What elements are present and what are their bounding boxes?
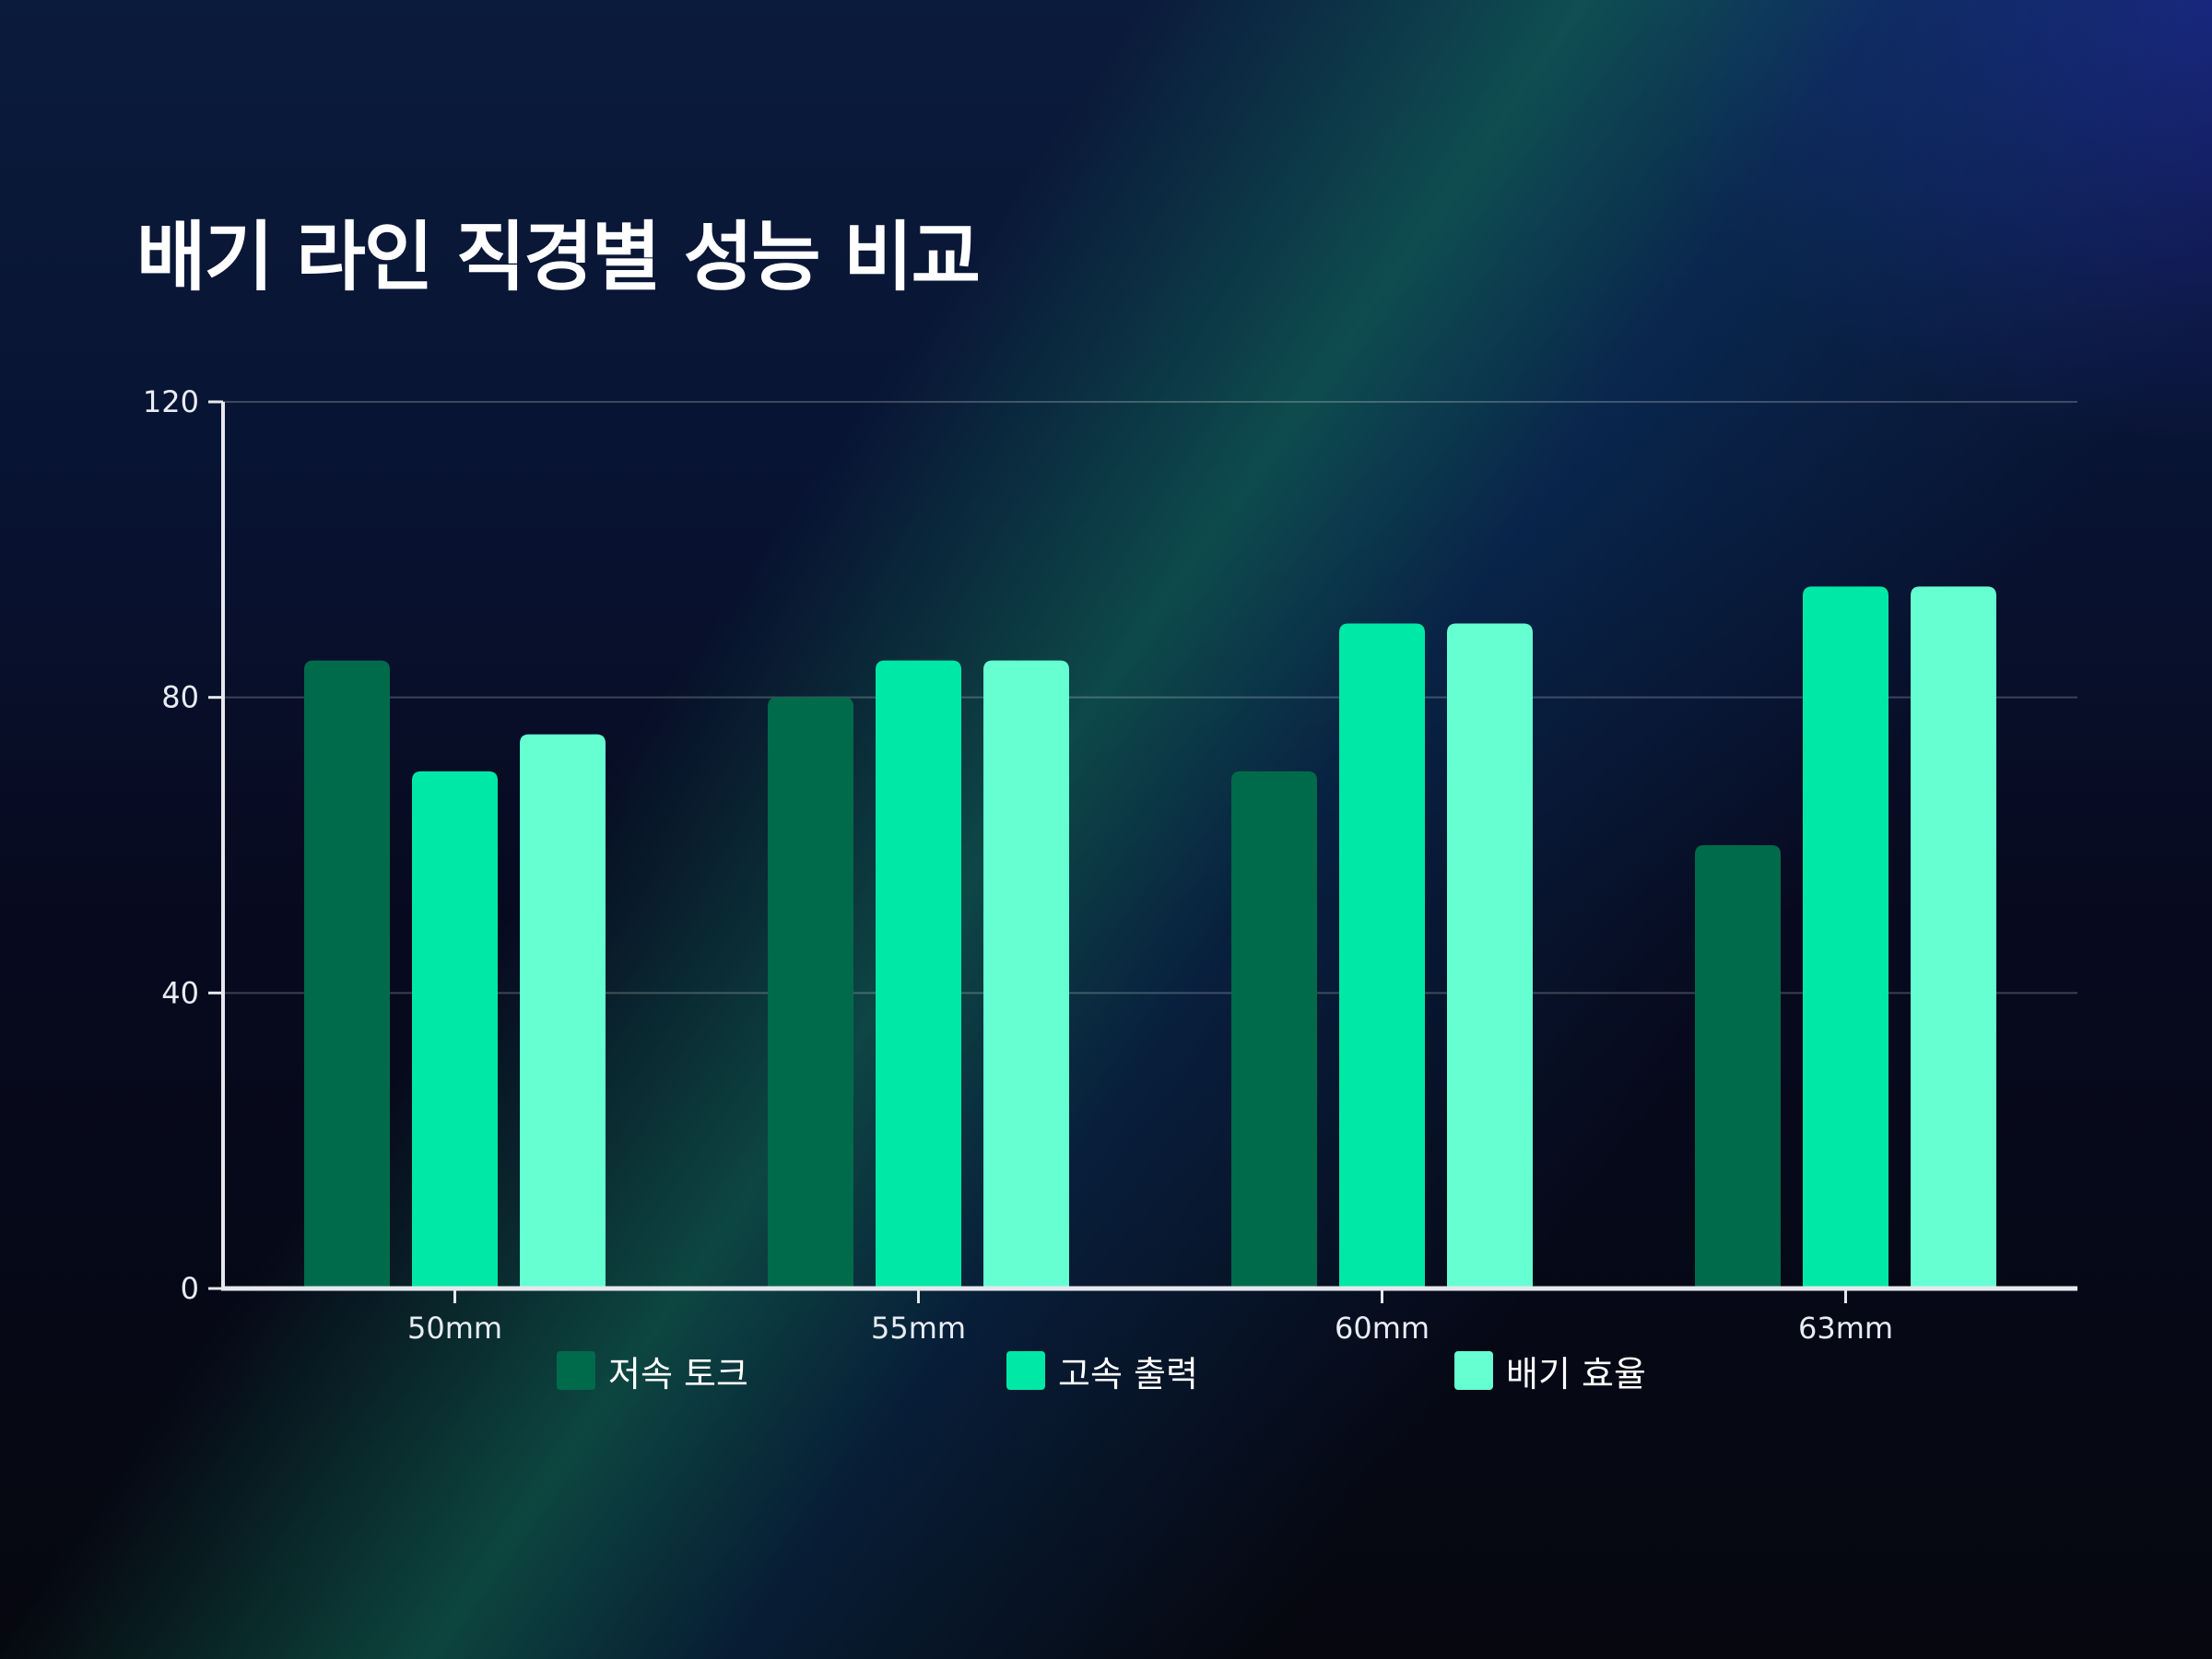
x-tick-label: 50mm <box>407 1311 502 1346</box>
gridlines <box>223 401 2077 994</box>
legend-item-high-output[interactable]: 고속 출력 <box>1006 1347 1198 1394</box>
bar <box>1911 586 1996 1288</box>
bar <box>1339 623 1425 1288</box>
axes <box>208 400 2077 1303</box>
bar <box>1695 845 1781 1288</box>
legend-label: 저속 토크 <box>608 1353 748 1394</box>
y-tick-label: 120 <box>143 384 199 419</box>
legend: 저속 토크 고속 출력 배기 효율 <box>0 1347 2212 1403</box>
bar <box>768 697 853 1288</box>
bar <box>876 660 961 1288</box>
bar <box>1231 771 1317 1288</box>
legend-swatch <box>557 1351 595 1390</box>
bar <box>412 771 498 1288</box>
legend-item-low-torque[interactable]: 저속 토크 <box>557 1347 748 1394</box>
tick-labels: 0 40 80 120 50mm 55mm 60mm 63mm <box>143 384 1893 1346</box>
y-tick-label: 0 <box>181 1271 199 1306</box>
x-tick-label: 63mm <box>1798 1311 1893 1346</box>
bar <box>304 660 390 1288</box>
x-tick-label: 55mm <box>871 1311 966 1346</box>
y-tick-label: 80 <box>161 680 199 715</box>
y-tick-label: 40 <box>161 975 199 1010</box>
x-tick-label: 60mm <box>1335 1311 1430 1346</box>
legend-label: 배기 효율 <box>1506 1353 1646 1394</box>
legend-label: 고속 출력 <box>1058 1353 1198 1394</box>
bar <box>1803 586 1888 1288</box>
bar <box>983 660 1069 1288</box>
bar <box>1447 623 1533 1288</box>
chart-title: 배기 라인 직경별 성능 비교 <box>136 214 981 301</box>
bars <box>304 586 1996 1288</box>
legend-swatch <box>1006 1351 1045 1390</box>
bar <box>520 734 606 1288</box>
legend-swatch <box>1454 1351 1493 1390</box>
legend-item-exhaust-efficiency[interactable]: 배기 효율 <box>1454 1347 1646 1394</box>
